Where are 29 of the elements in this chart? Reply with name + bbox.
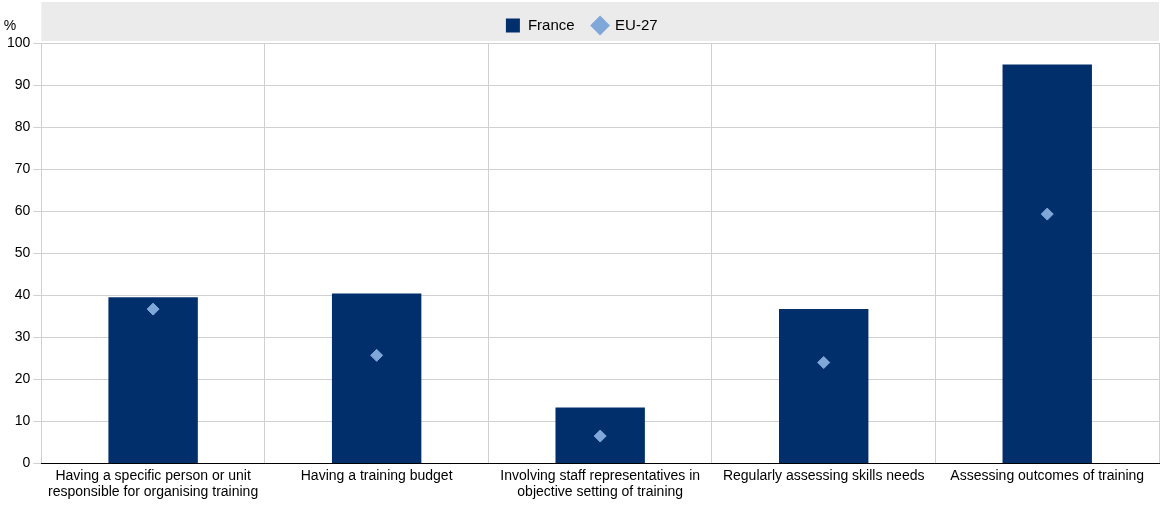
y-tick-label: 30 — [14, 328, 31, 345]
point — [146, 302, 160, 316]
y-tick-label: 20 — [14, 370, 31, 387]
point — [370, 348, 384, 362]
y-axis-title: % — [3, 16, 17, 33]
y-tick-label: 50 — [14, 244, 31, 261]
x-tick-label: Assessing outcomes of training — [950, 466, 1145, 483]
legend-label: EU-27 — [615, 15, 658, 33]
bar — [555, 407, 645, 463]
y-tick-label: 60 — [14, 202, 31, 219]
bar — [331, 293, 422, 463]
x-tick-label: Involving staff representatives in objective setting of training — [500, 466, 701, 500]
point — [817, 356, 831, 369]
y-tick-label: 80 — [14, 117, 31, 134]
y-tick-label: 90 — [14, 75, 31, 92]
x-tick-label: Regularly assessing skills needs — [722, 466, 925, 483]
y-tick-label: 10 — [14, 412, 31, 429]
bar — [1002, 64, 1092, 463]
y-tick-label: 100 — [7, 33, 31, 50]
bar — [779, 309, 869, 463]
bar — [108, 297, 198, 463]
x-tick-label: Having a specific person or unit responsible for organising training — [48, 466, 259, 500]
x-tick-label: Having a training budget — [300, 466, 453, 483]
point — [593, 429, 607, 443]
legend-label: France — [527, 15, 575, 33]
y-tick-label: 0 — [22, 454, 31, 471]
point — [1040, 207, 1054, 221]
y-tick-label: 40 — [14, 286, 31, 303]
y-tick-label: 70 — [14, 159, 31, 176]
